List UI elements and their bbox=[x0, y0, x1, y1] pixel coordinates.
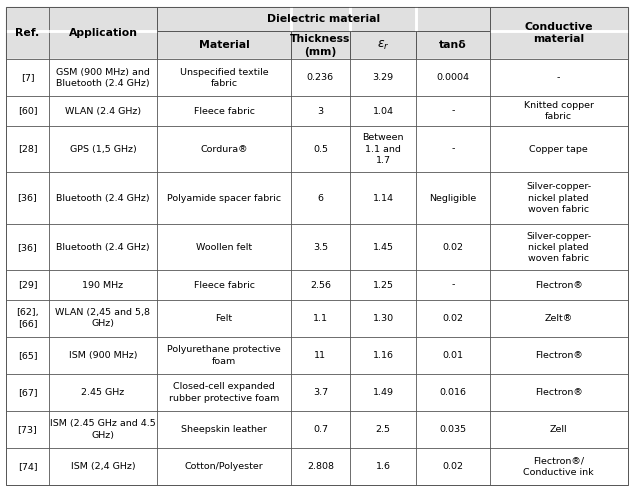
Text: Cotton/Polyester: Cotton/Polyester bbox=[184, 462, 264, 471]
Text: Bluetooth (2.4 GHz): Bluetooth (2.4 GHz) bbox=[56, 243, 150, 252]
Text: 3.5: 3.5 bbox=[313, 243, 328, 252]
Text: 0.035: 0.035 bbox=[439, 425, 467, 434]
Text: Unspecified textile
fabric: Unspecified textile fabric bbox=[180, 68, 268, 88]
Text: Closed-cell expanded
rubber protective foam: Closed-cell expanded rubber protective f… bbox=[169, 383, 280, 403]
Text: Woollen felt: Woollen felt bbox=[196, 243, 252, 252]
Text: ISM (2.45 GHz and 4.5
GHz): ISM (2.45 GHz and 4.5 GHz) bbox=[50, 419, 156, 440]
Text: [36]: [36] bbox=[18, 194, 37, 202]
Text: -: - bbox=[451, 106, 455, 116]
Text: Flectron®: Flectron® bbox=[534, 388, 583, 397]
Text: ISM (900 MHz): ISM (900 MHz) bbox=[68, 351, 137, 360]
Text: Sheepskin leather: Sheepskin leather bbox=[181, 425, 267, 434]
Text: 1.45: 1.45 bbox=[373, 243, 394, 252]
Text: [28]: [28] bbox=[18, 145, 37, 153]
Text: Thickness
(mm): Thickness (mm) bbox=[290, 34, 351, 56]
Text: [7]: [7] bbox=[21, 73, 34, 82]
Text: 1.25: 1.25 bbox=[373, 281, 394, 290]
Text: 11: 11 bbox=[314, 351, 327, 360]
Text: Zell: Zell bbox=[550, 425, 567, 434]
Text: ISM (2,4 GHz): ISM (2,4 GHz) bbox=[70, 462, 135, 471]
Text: 1.1: 1.1 bbox=[313, 314, 328, 323]
Text: -: - bbox=[451, 145, 455, 153]
Text: 2.808: 2.808 bbox=[307, 462, 334, 471]
Text: Copper tape: Copper tape bbox=[529, 145, 588, 153]
Text: [67]: [67] bbox=[18, 388, 37, 397]
Text: 0.5: 0.5 bbox=[313, 145, 328, 153]
Text: -: - bbox=[451, 281, 455, 290]
Text: 6: 6 bbox=[318, 194, 323, 202]
Text: [74]: [74] bbox=[18, 462, 37, 471]
Text: 0.7: 0.7 bbox=[313, 425, 328, 434]
Text: 0.02: 0.02 bbox=[443, 314, 463, 323]
Text: 1.30: 1.30 bbox=[373, 314, 394, 323]
Text: Silver-copper-
nickel plated
woven fabric: Silver-copper- nickel plated woven fabri… bbox=[526, 232, 592, 263]
Text: 3: 3 bbox=[318, 106, 323, 116]
Text: 1.14: 1.14 bbox=[373, 194, 394, 202]
Text: 190 MHz: 190 MHz bbox=[82, 281, 124, 290]
Text: GSM (900 MHz) and
Bluetooth (2.4 GHz): GSM (900 MHz) and Bluetooth (2.4 GHz) bbox=[56, 68, 150, 88]
Text: Zelt®: Zelt® bbox=[545, 314, 573, 323]
Text: 0.01: 0.01 bbox=[443, 351, 463, 360]
Text: Application: Application bbox=[68, 28, 138, 38]
Text: GPS (1,5 GHz): GPS (1,5 GHz) bbox=[70, 145, 136, 153]
Text: 2.5: 2.5 bbox=[376, 425, 391, 434]
Text: Negligible: Negligible bbox=[429, 194, 477, 202]
Text: Flectron®/
Conductive ink: Flectron®/ Conductive ink bbox=[524, 457, 594, 477]
Text: Silver-copper-
nickel plated
woven fabric: Silver-copper- nickel plated woven fabri… bbox=[526, 182, 592, 214]
Text: 3.29: 3.29 bbox=[373, 73, 394, 82]
Text: 0.02: 0.02 bbox=[443, 243, 463, 252]
Text: WLAN (2,45 and 5,8
GHz): WLAN (2,45 and 5,8 GHz) bbox=[55, 308, 150, 328]
Text: [36]: [36] bbox=[18, 243, 37, 252]
Text: $\varepsilon_r$: $\varepsilon_r$ bbox=[377, 39, 389, 52]
Text: 2.45 GHz: 2.45 GHz bbox=[81, 388, 124, 397]
Text: Conductive
material: Conductive material bbox=[524, 22, 593, 45]
Text: 3.7: 3.7 bbox=[313, 388, 328, 397]
Text: -: - bbox=[557, 73, 560, 82]
Text: Flectron®: Flectron® bbox=[534, 281, 583, 290]
Text: [73]: [73] bbox=[18, 425, 37, 434]
Text: WLAN (2.4 GHz): WLAN (2.4 GHz) bbox=[65, 106, 141, 116]
Text: Ref.: Ref. bbox=[15, 28, 39, 38]
Text: tanδ: tanδ bbox=[439, 40, 467, 50]
Text: Polyurethane protective
foam: Polyurethane protective foam bbox=[167, 345, 281, 366]
Text: 0.0004: 0.0004 bbox=[437, 73, 470, 82]
Text: Polyamide spacer fabric: Polyamide spacer fabric bbox=[167, 194, 281, 202]
Text: [60]: [60] bbox=[18, 106, 37, 116]
Text: Bluetooth (2.4 GHz): Bluetooth (2.4 GHz) bbox=[56, 194, 150, 202]
Text: Between
1.1 and
1.7: Between 1.1 and 1.7 bbox=[363, 133, 404, 165]
Text: 0.236: 0.236 bbox=[307, 73, 334, 82]
Text: Flectron®: Flectron® bbox=[534, 351, 583, 360]
Text: 0.016: 0.016 bbox=[439, 388, 467, 397]
Text: [29]: [29] bbox=[18, 281, 37, 290]
Text: [65]: [65] bbox=[18, 351, 37, 360]
Text: 1.16: 1.16 bbox=[373, 351, 394, 360]
Text: 1.6: 1.6 bbox=[376, 462, 391, 471]
Text: Fleece fabric: Fleece fabric bbox=[193, 106, 255, 116]
Text: [62],
[66]: [62], [66] bbox=[16, 308, 39, 328]
Text: 0.02: 0.02 bbox=[443, 462, 463, 471]
Text: 1.49: 1.49 bbox=[373, 388, 394, 397]
Text: Cordura®: Cordura® bbox=[200, 145, 248, 153]
Text: 2.56: 2.56 bbox=[310, 281, 331, 290]
Text: Dielectric material: Dielectric material bbox=[267, 14, 380, 24]
Text: Material: Material bbox=[198, 40, 250, 50]
Text: Knitted copper
fabric: Knitted copper fabric bbox=[524, 101, 593, 121]
Text: Felt: Felt bbox=[216, 314, 233, 323]
Text: Fleece fabric: Fleece fabric bbox=[193, 281, 255, 290]
Text: 1.04: 1.04 bbox=[373, 106, 394, 116]
